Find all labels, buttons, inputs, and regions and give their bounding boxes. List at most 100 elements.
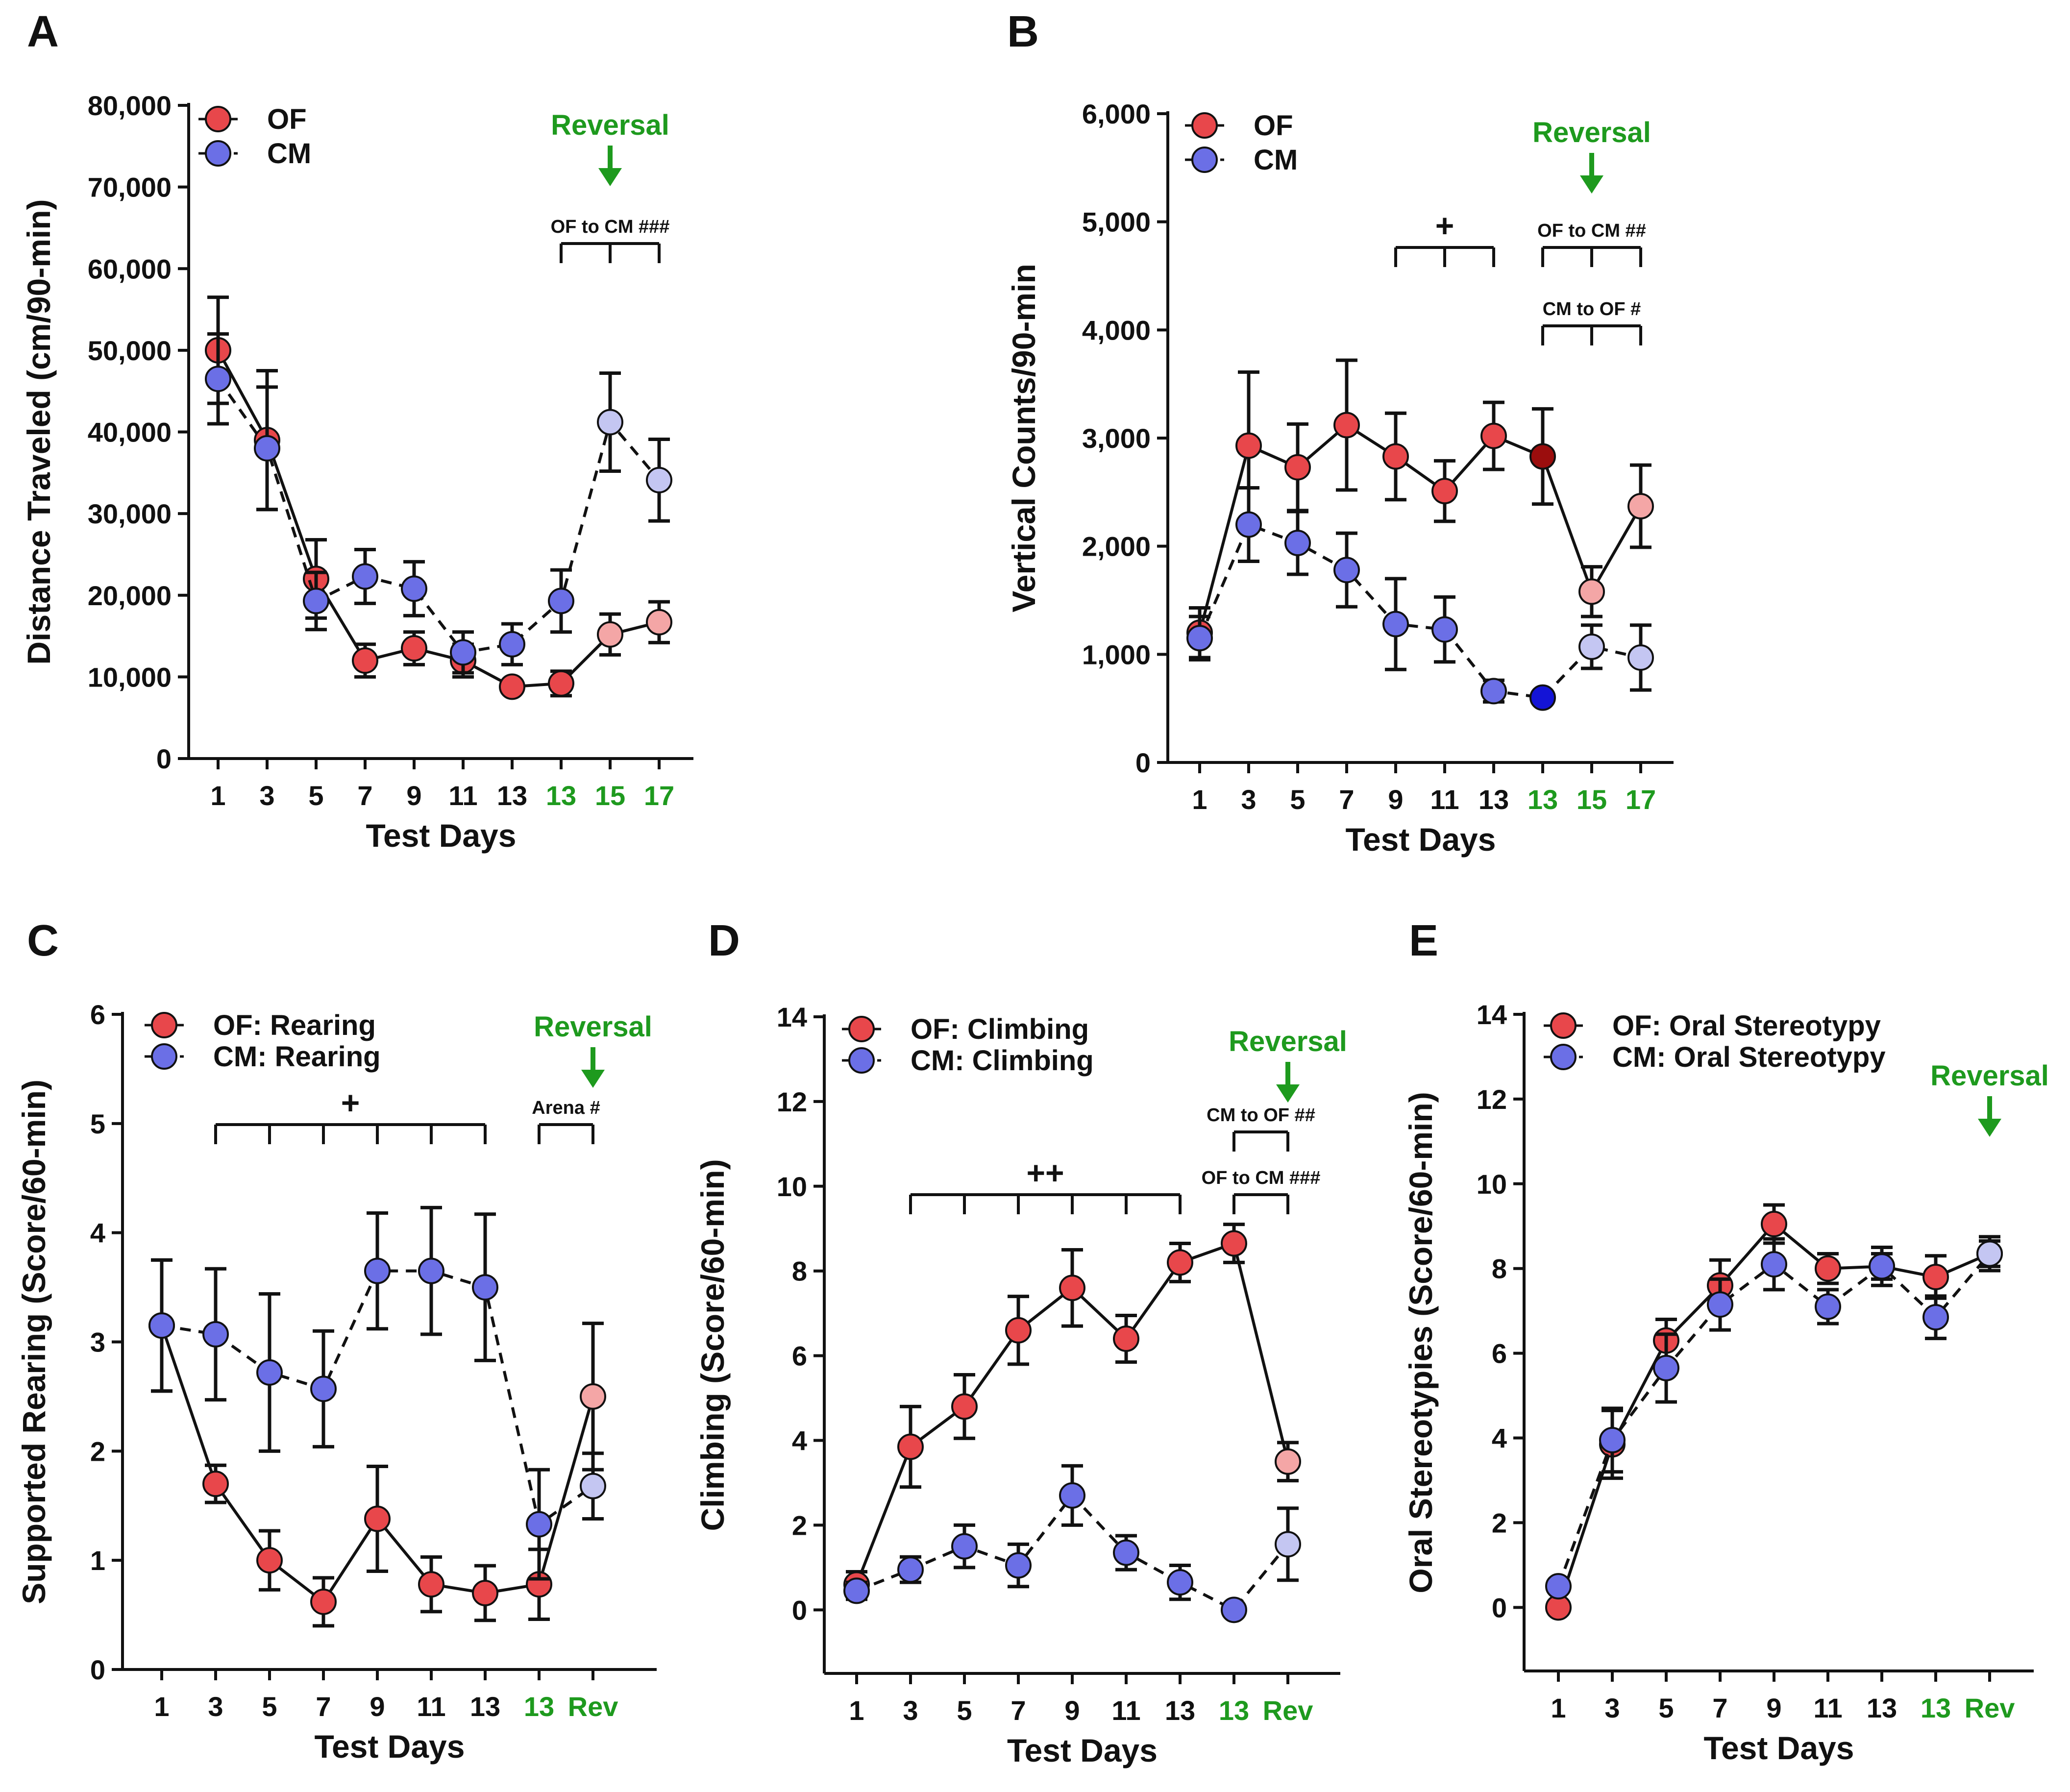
legend-item-cm: CM bbox=[198, 138, 311, 170]
x-tick-label: 9 bbox=[370, 1691, 385, 1722]
data-point bbox=[254, 435, 280, 462]
data-point bbox=[1059, 1275, 1085, 1301]
data-point bbox=[580, 1473, 606, 1499]
significance-bracket: Arena # bbox=[532, 1098, 600, 1144]
data-point bbox=[548, 588, 574, 614]
data-point bbox=[1275, 1531, 1301, 1558]
y-tick-label: 6 bbox=[1492, 1338, 1507, 1369]
reversal-marker: Reversal bbox=[534, 1011, 652, 1088]
x-tick-label: 7 bbox=[316, 1691, 331, 1722]
data-point bbox=[310, 1588, 337, 1615]
x-tick-label: 13 bbox=[1219, 1695, 1249, 1726]
data-point bbox=[256, 1359, 283, 1386]
reversal-label: Reversal bbox=[534, 1011, 652, 1043]
data-point bbox=[1275, 1448, 1301, 1475]
x-tick-label: 1 bbox=[1551, 1693, 1566, 1723]
x-tick-label: 3 bbox=[208, 1691, 223, 1722]
data-point bbox=[472, 1274, 498, 1301]
y-tick-label: 8 bbox=[792, 1256, 807, 1287]
data-point bbox=[1221, 1596, 1247, 1623]
legend-label: OF: Oral Stereotypy bbox=[1612, 1010, 1881, 1042]
legend-item-of: OF: Oral Stereotypy bbox=[1544, 1010, 1881, 1042]
x-tick-label: 7 bbox=[1010, 1695, 1026, 1726]
data-point bbox=[951, 1393, 978, 1420]
x-axis-title: Test Days bbox=[1007, 1732, 1158, 1768]
data-point bbox=[499, 631, 525, 658]
significance-bracket: CM to OF ## bbox=[1207, 1105, 1315, 1152]
y-tick-label: 5 bbox=[90, 1108, 105, 1139]
series-cm bbox=[843, 1464, 1301, 1623]
x-tick-label: 13 bbox=[1479, 784, 1509, 815]
data-point bbox=[1545, 1573, 1572, 1600]
data-point bbox=[1059, 1482, 1085, 1509]
x-tick-label: 3 bbox=[1241, 784, 1256, 815]
data-point bbox=[1480, 678, 1507, 705]
y-tick-label: 8 bbox=[1492, 1253, 1507, 1284]
data-point bbox=[548, 670, 574, 697]
data-point bbox=[499, 673, 525, 700]
data-point bbox=[1186, 625, 1213, 652]
x-tick-label: 15 bbox=[595, 780, 625, 811]
legend-marker bbox=[1191, 112, 1218, 139]
data-point bbox=[1627, 493, 1654, 520]
y-tick-label: 0 bbox=[156, 743, 172, 774]
data-point bbox=[418, 1257, 444, 1284]
x-tick-label: Rev bbox=[568, 1691, 618, 1722]
legend-item-cm: CM bbox=[1185, 144, 1298, 176]
reversal-label: Reversal bbox=[1532, 117, 1651, 148]
legend-label: OF bbox=[1254, 110, 1293, 142]
series-line bbox=[1557, 1252, 1991, 1587]
series-cm bbox=[1186, 486, 1654, 711]
x-tick-label: 11 bbox=[1430, 784, 1459, 815]
y-tick-label: 4 bbox=[90, 1218, 105, 1249]
x-tick-label: 13 bbox=[1528, 784, 1558, 815]
bracket-label: OF to CM ### bbox=[1202, 1168, 1321, 1188]
data-point bbox=[1815, 1255, 1841, 1282]
data-point bbox=[1382, 611, 1409, 638]
legend-item-cm: CM: Rearing bbox=[145, 1041, 381, 1073]
reversal-label: Reversal bbox=[1229, 1026, 1347, 1057]
significance-bracket: + bbox=[1394, 207, 1495, 267]
legend-marker bbox=[151, 1012, 177, 1038]
data-point bbox=[1599, 1426, 1626, 1453]
reversal-label: Reversal bbox=[551, 109, 669, 141]
y-tick-label: 4,000 bbox=[1082, 315, 1151, 345]
x-tick-label: 9 bbox=[1388, 784, 1403, 815]
legend-label: CM: Climbing bbox=[911, 1045, 1094, 1077]
data-point bbox=[401, 635, 427, 662]
y-tick-label: 40,000 bbox=[88, 417, 172, 448]
data-point bbox=[1235, 511, 1262, 538]
data-point bbox=[1869, 1253, 1895, 1280]
series-of bbox=[1186, 358, 1654, 660]
legend-label: CM bbox=[1254, 144, 1298, 176]
data-point bbox=[256, 1547, 283, 1574]
arrow-down-icon bbox=[1580, 175, 1603, 194]
data-point bbox=[597, 621, 623, 648]
significance-bracket: OF to CM ## bbox=[1537, 221, 1646, 267]
data-point bbox=[1976, 1240, 2003, 1267]
x-tick-label: 15 bbox=[1577, 784, 1607, 815]
data-point bbox=[1333, 412, 1360, 439]
x-tick-label: 9 bbox=[1766, 1693, 1781, 1723]
y-tick-label: 2 bbox=[90, 1436, 105, 1467]
x-tick-label: 1 bbox=[210, 780, 225, 811]
arrow-down-icon bbox=[1276, 1084, 1300, 1103]
x-tick-label: 17 bbox=[644, 780, 674, 811]
y-axis-title: Vertical Counts/90-min bbox=[1006, 264, 1042, 613]
legend-marker bbox=[205, 106, 231, 132]
series-cm bbox=[148, 1205, 606, 1581]
series-of bbox=[843, 1223, 1301, 1599]
data-point bbox=[401, 575, 427, 602]
x-tick-label: 1 bbox=[154, 1691, 169, 1722]
data-point bbox=[1480, 422, 1507, 449]
x-tick-label: 11 bbox=[1813, 1693, 1842, 1723]
legend-item-of: OF bbox=[198, 103, 307, 135]
data-point bbox=[1922, 1304, 1949, 1331]
data-point bbox=[897, 1433, 924, 1460]
bracket-label: Arena # bbox=[532, 1098, 600, 1118]
data-point bbox=[303, 588, 329, 614]
data-point bbox=[597, 409, 623, 436]
significance-bracket: CM to OF # bbox=[1541, 299, 1642, 345]
panel-a: A 0 10,000 20,000 30,000 40,000 50,000 60,000 70… bbox=[21, 7, 693, 854]
